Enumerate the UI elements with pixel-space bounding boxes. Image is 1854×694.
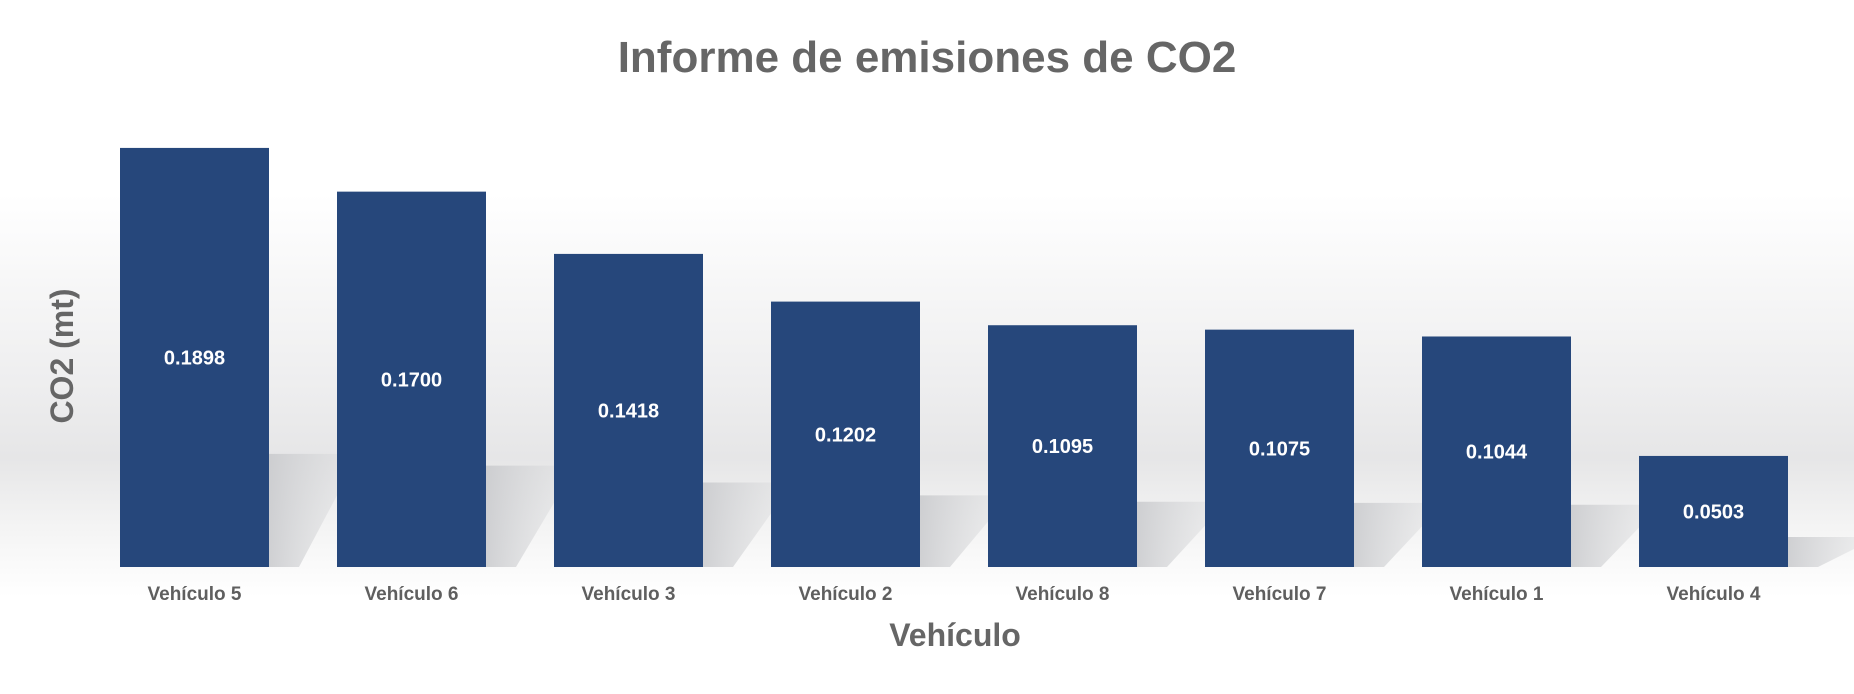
x-axis-title: Vehículo	[889, 617, 1021, 653]
bar-shadow	[486, 465, 576, 567]
x-tick-label: Vehículo 2	[799, 584, 893, 605]
bar-8	[1639, 455, 1788, 567]
x-tick-label: Vehículo 5	[148, 584, 242, 605]
bar-shadow	[1571, 504, 1661, 567]
data-label: 0.1044	[1466, 442, 1528, 464]
y-axis-title: CO2 (mt)	[44, 288, 80, 423]
bar-shadow	[1788, 537, 1854, 567]
data-label: 0.1095	[1032, 436, 1093, 458]
bar-6	[1205, 329, 1354, 567]
bar-shadow	[1354, 502, 1444, 567]
data-label: 0.1898	[164, 347, 225, 369]
bar-3	[554, 253, 703, 568]
bar-shadow	[269, 453, 359, 567]
x-tick-label: Vehículo 1	[1450, 584, 1544, 605]
bar-5	[988, 325, 1137, 567]
chart-title: Informe de emisiones de CO2	[618, 33, 1237, 82]
bar-4	[771, 301, 920, 567]
bar-shadow	[1137, 501, 1227, 567]
bar-shadow	[920, 495, 1010, 567]
x-tick-label: Vehículo 8	[1016, 584, 1110, 605]
data-label: 0.1418	[598, 400, 659, 422]
bar-shadow	[703, 482, 793, 567]
x-tick-label: Vehículo 3	[582, 584, 676, 605]
x-tick-label: Vehículo 6	[365, 584, 459, 605]
data-label: 0.1075	[1249, 438, 1310, 460]
data-label: 0.1202	[815, 424, 876, 446]
data-label: 0.0503	[1683, 501, 1744, 523]
bar-7	[1422, 336, 1571, 567]
data-label: 0.1700	[381, 369, 442, 391]
x-tick-label: Vehículo 4	[1667, 584, 1761, 605]
bar-1	[120, 147, 269, 567]
bar-2	[337, 191, 486, 567]
x-tick-label: Vehículo 7	[1233, 584, 1327, 605]
